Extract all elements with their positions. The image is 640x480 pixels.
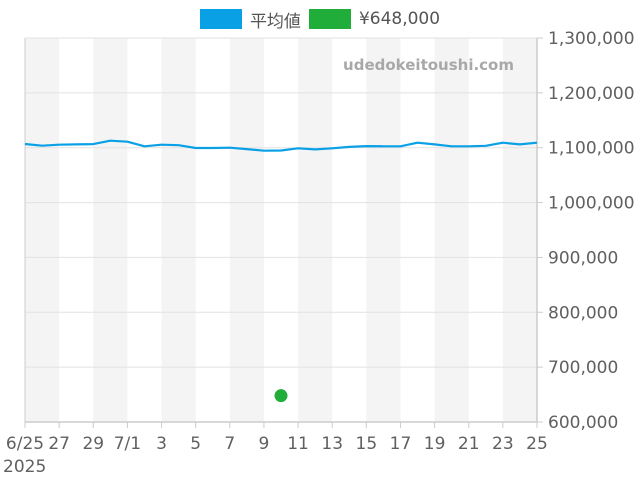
x-tick-label: 27 xyxy=(48,434,70,454)
background-band xyxy=(229,38,264,422)
x-tick-label: 7/1 xyxy=(114,434,141,454)
price-point[interactable] xyxy=(274,389,288,403)
background-band xyxy=(25,38,60,422)
background-band xyxy=(366,38,401,422)
background-band xyxy=(93,38,128,422)
background-band xyxy=(161,38,196,422)
x-tick-label: 11 xyxy=(287,434,309,454)
x-tick-label: 21 xyxy=(458,434,480,454)
y-tick-label: 1,000,000 xyxy=(548,194,635,214)
x-tick-label: 6/25 xyxy=(6,434,44,454)
y-tick-label: 700,000 xyxy=(548,358,618,378)
x-tick-label: 15 xyxy=(356,434,378,454)
legend-swatch-price xyxy=(308,9,351,29)
x-year-label: 2025 xyxy=(3,457,46,477)
legend-swatch-average xyxy=(199,9,242,29)
y-tick-label: 800,000 xyxy=(548,303,618,323)
y-tick-label: 1,200,000 xyxy=(548,84,635,104)
x-tick-label: 13 xyxy=(321,434,343,454)
legend-item-average[interactable]: 平均値 xyxy=(199,7,301,32)
watermark: udedokeitoushi.com xyxy=(343,56,514,74)
y-tick-label: 600,000 xyxy=(548,413,618,433)
x-tick-label: 9 xyxy=(259,434,270,454)
legend-label-price: ¥648,000 xyxy=(358,9,441,29)
x-tick-label: 5 xyxy=(190,434,201,454)
x-tick-label: 25 xyxy=(526,434,548,454)
y-tick-label: 1,100,000 xyxy=(548,139,635,159)
x-tick-label: 23 xyxy=(492,434,514,454)
background-band xyxy=(502,38,537,422)
background-band xyxy=(298,38,333,422)
axes xyxy=(24,37,538,423)
chart-legend: 平均値 ¥648,000 xyxy=(0,7,640,32)
x-tick-label: 17 xyxy=(390,434,412,454)
x-axis-ticks: 6/25 27 29 7/1 3 5 7 9 11 13 15 17 19 21 23 25 2025 xyxy=(3,422,548,477)
x-tick-label: 19 xyxy=(424,434,446,454)
legend-label-average: 平均値 xyxy=(249,11,301,32)
background-band xyxy=(434,38,469,422)
y-axis-ticks: 600,000 700,000 800,000 900,000 1,000,000 1,1… xyxy=(537,29,635,433)
y-tick-label: 900,000 xyxy=(548,248,618,268)
x-tick-label: 3 xyxy=(156,434,167,454)
x-tick-label: 7 xyxy=(224,434,235,454)
price-points xyxy=(274,389,288,403)
legend-item-price[interactable]: ¥648,000 xyxy=(308,9,441,29)
average-price-line[interactable] xyxy=(24,139,538,152)
y-tick-label: 1,300,000 xyxy=(548,29,635,49)
x-tick-label: 29 xyxy=(82,434,104,454)
background-bands xyxy=(25,38,537,422)
